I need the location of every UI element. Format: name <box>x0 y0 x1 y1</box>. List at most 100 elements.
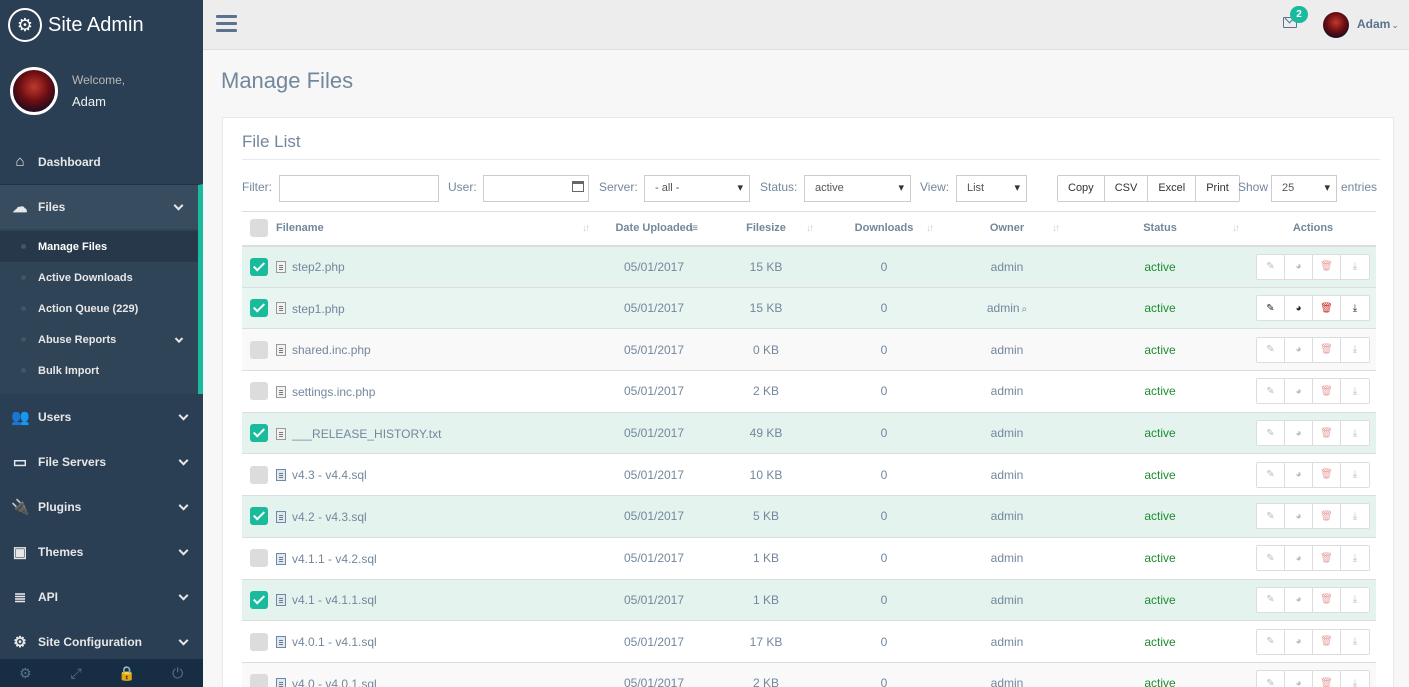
row-checkbox[interactable] <box>250 674 268 687</box>
row-checkbox[interactable] <box>250 257 268 276</box>
delete-icon[interactable]: 🗑 <box>1313 546 1341 571</box>
table-row[interactable]: v4.0.1 - v4.1.sql 05/01/2017 17 KB 0 admin ac… <box>242 620 1376 663</box>
stats-pie-icon[interactable]: ◕ <box>1285 337 1313 362</box>
delete-icon[interactable]: 🗑 <box>1313 337 1341 362</box>
row-checkbox[interactable] <box>250 632 268 651</box>
stats-pie-icon[interactable]: ◕ <box>1285 296 1313 321</box>
column-header-owner[interactable]: Owner ↓↑ <box>944 211 1070 247</box>
sidebar-item-site-configuration[interactable]: ⚙ Site Configuration <box>0 619 203 664</box>
row-checkbox-cell[interactable] <box>242 495 276 538</box>
delete-icon[interactable]: 🗑 <box>1313 629 1341 654</box>
stats-pie-icon[interactable]: ◕ <box>1285 671 1313 687</box>
server-select[interactable]: - all - <box>644 175 750 202</box>
filename-cell[interactable]: v4.1 - v4.1.1.sql <box>276 579 600 622</box>
column-header-filename[interactable]: Filename ↓↑ <box>276 211 600 247</box>
row-checkbox[interactable] <box>250 340 268 359</box>
edit-icon[interactable]: ✎ <box>1257 337 1285 362</box>
row-checkbox-cell[interactable] <box>242 412 276 455</box>
stats-pie-icon[interactable]: ◕ <box>1285 462 1313 487</box>
filter-input[interactable] <box>279 175 439 202</box>
filename-cell[interactable]: ___RELEASE_HISTORY.txt <box>276 412 600 455</box>
table-row[interactable]: shared.inc.php 05/01/2017 0 KB 0 admin active… <box>242 328 1376 372</box>
edit-icon[interactable]: ✎ <box>1257 504 1285 529</box>
table-row[interactable]: v4.0 - v4.0.1.sql 05/01/2017 2 KB 0 admin act… <box>242 662 1376 687</box>
menu-toggle-icon[interactable] <box>216 15 237 33</box>
table-row[interactable]: settings.inc.php 05/01/2017 2 KB 0 admin acti… <box>242 370 1376 413</box>
delete-icon[interactable]: 🗑 <box>1313 254 1341 279</box>
user-avatar[interactable] <box>1323 12 1349 38</box>
download-icon[interactable]: ⤓ <box>1341 629 1369 654</box>
copy-button[interactable]: Copy <box>1058 176 1105 201</box>
download-icon[interactable]: ⤓ <box>1341 587 1369 612</box>
filename-cell[interactable]: v4.0.1 - v4.1.sql <box>276 620 600 663</box>
row-checkbox[interactable] <box>250 424 268 443</box>
select-all-checkbox[interactable] <box>250 219 268 238</box>
sidebar-subitem-action-queue[interactable]: Action Queue (229) <box>0 293 198 324</box>
edit-icon[interactable]: ✎ <box>1257 254 1285 279</box>
edit-icon[interactable]: ✎ <box>1257 546 1285 571</box>
sidebar-item-file-servers[interactable]: ▭ File Servers <box>0 439 203 484</box>
filename-cell[interactable]: v4.2 - v4.3.sql <box>276 495 600 538</box>
sidebar-item-users[interactable]: 👥 Users <box>0 394 203 439</box>
select-all-header[interactable] <box>242 211 276 247</box>
search-icon[interactable]: ⌕ <box>1021 304 1028 316</box>
sidebar-subitem-bulk-import[interactable]: Bulk Import <box>0 355 198 386</box>
filename-cell[interactable]: step2.php <box>276 245 600 288</box>
edit-icon[interactable]: ✎ <box>1257 296 1285 321</box>
row-checkbox[interactable] <box>250 590 268 609</box>
row-checkbox-cell[interactable] <box>242 537 276 580</box>
edit-icon[interactable]: ✎ <box>1257 587 1285 612</box>
row-checkbox[interactable] <box>250 465 268 484</box>
download-icon[interactable]: ⤓ <box>1341 296 1369 321</box>
excel-button[interactable]: Excel <box>1148 176 1197 201</box>
filename-cell[interactable]: v4.3 - v4.4.sql <box>276 453 600 497</box>
download-icon[interactable]: ⤓ <box>1341 421 1369 446</box>
download-icon[interactable]: ⤓ <box>1341 337 1369 362</box>
lock-icon[interactable]: 🔒 <box>118 665 136 681</box>
delete-icon[interactable]: 🗑 <box>1313 671 1341 687</box>
delete-icon[interactable]: 🗑 <box>1313 587 1341 612</box>
table-row[interactable]: step1.php 05/01/2017 15 KB 0 admin ⌕ active ✎ ◕ 🗑… <box>242 287 1376 330</box>
table-row[interactable]: ___RELEASE_HISTORY.txt 05/01/2017 49 KB 0 ad… <box>242 412 1376 455</box>
filename-cell[interactable]: settings.inc.php <box>276 370 600 413</box>
page-size-select[interactable]: 25 <box>1271 175 1337 202</box>
sidebar-item-themes[interactable]: ▣ Themes <box>0 529 203 574</box>
row-checkbox-cell[interactable] <box>242 370 276 413</box>
view-select[interactable]: List <box>956 175 1027 202</box>
edit-icon[interactable]: ✎ <box>1257 379 1285 404</box>
table-row[interactable]: step2.php 05/01/2017 15 KB 0 admin active ✎ ◕ 🗑 ⤓ <box>242 245 1376 288</box>
delete-icon[interactable]: 🗑 <box>1313 296 1341 321</box>
avatar[interactable] <box>10 67 58 115</box>
sidebar-item-files[interactable]: ☁ Files <box>0 184 203 229</box>
column-header-filesize[interactable]: Filesize ↓↑ <box>708 211 824 247</box>
delete-icon[interactable]: 🗑 <box>1313 421 1341 446</box>
row-checkbox-cell[interactable] <box>242 245 276 288</box>
stats-pie-icon[interactable]: ◕ <box>1285 587 1313 612</box>
sidebar-subitem-abuse-reports[interactable]: Abuse Reports <box>0 324 198 355</box>
row-checkbox[interactable] <box>250 549 268 568</box>
table-row[interactable]: v4.1.1 - v4.2.sql 05/01/2017 1 KB 0 admin act… <box>242 537 1376 580</box>
sidebar-item-plugins[interactable]: 🔌 Plugins <box>0 484 203 529</box>
power-icon[interactable]: ⏻ <box>172 665 184 681</box>
filename-cell[interactable]: v4.0 - v4.0.1.sql <box>276 662 600 687</box>
csv-button[interactable]: CSV <box>1104 176 1149 201</box>
row-checkbox[interactable] <box>250 299 268 318</box>
row-checkbox-cell[interactable] <box>242 287 276 330</box>
row-checkbox-cell[interactable] <box>242 453 276 497</box>
download-icon[interactable]: ⤓ <box>1341 504 1369 529</box>
column-header-date-uploaded[interactable]: Date Uploaded ↓≡ <box>600 211 708 247</box>
settings-icon[interactable]: ⚙ <box>19 665 32 681</box>
sidebar-item-dashboard[interactable]: ⌂ Dashboard <box>0 139 203 184</box>
column-header-status[interactable]: Status ↓↑ <box>1070 211 1250 247</box>
calendar-icon[interactable] <box>572 181 584 192</box>
column-header-downloads[interactable]: Downloads ↓↑ <box>824 211 944 247</box>
brand[interactable]: ⚙ Site Admin <box>0 0 203 50</box>
sidebar-subitem-active-downloads[interactable]: Active Downloads <box>0 262 198 293</box>
status-select[interactable]: active <box>804 175 911 202</box>
row-checkbox-cell[interactable] <box>242 579 276 622</box>
row-checkbox[interactable] <box>250 382 268 401</box>
download-icon[interactable]: ⤓ <box>1341 671 1369 687</box>
sidebar-subitem-manage-files[interactable]: Manage Files <box>0 231 198 262</box>
download-icon[interactable]: ⤓ <box>1341 254 1369 279</box>
print-button[interactable]: Print <box>1196 176 1239 201</box>
